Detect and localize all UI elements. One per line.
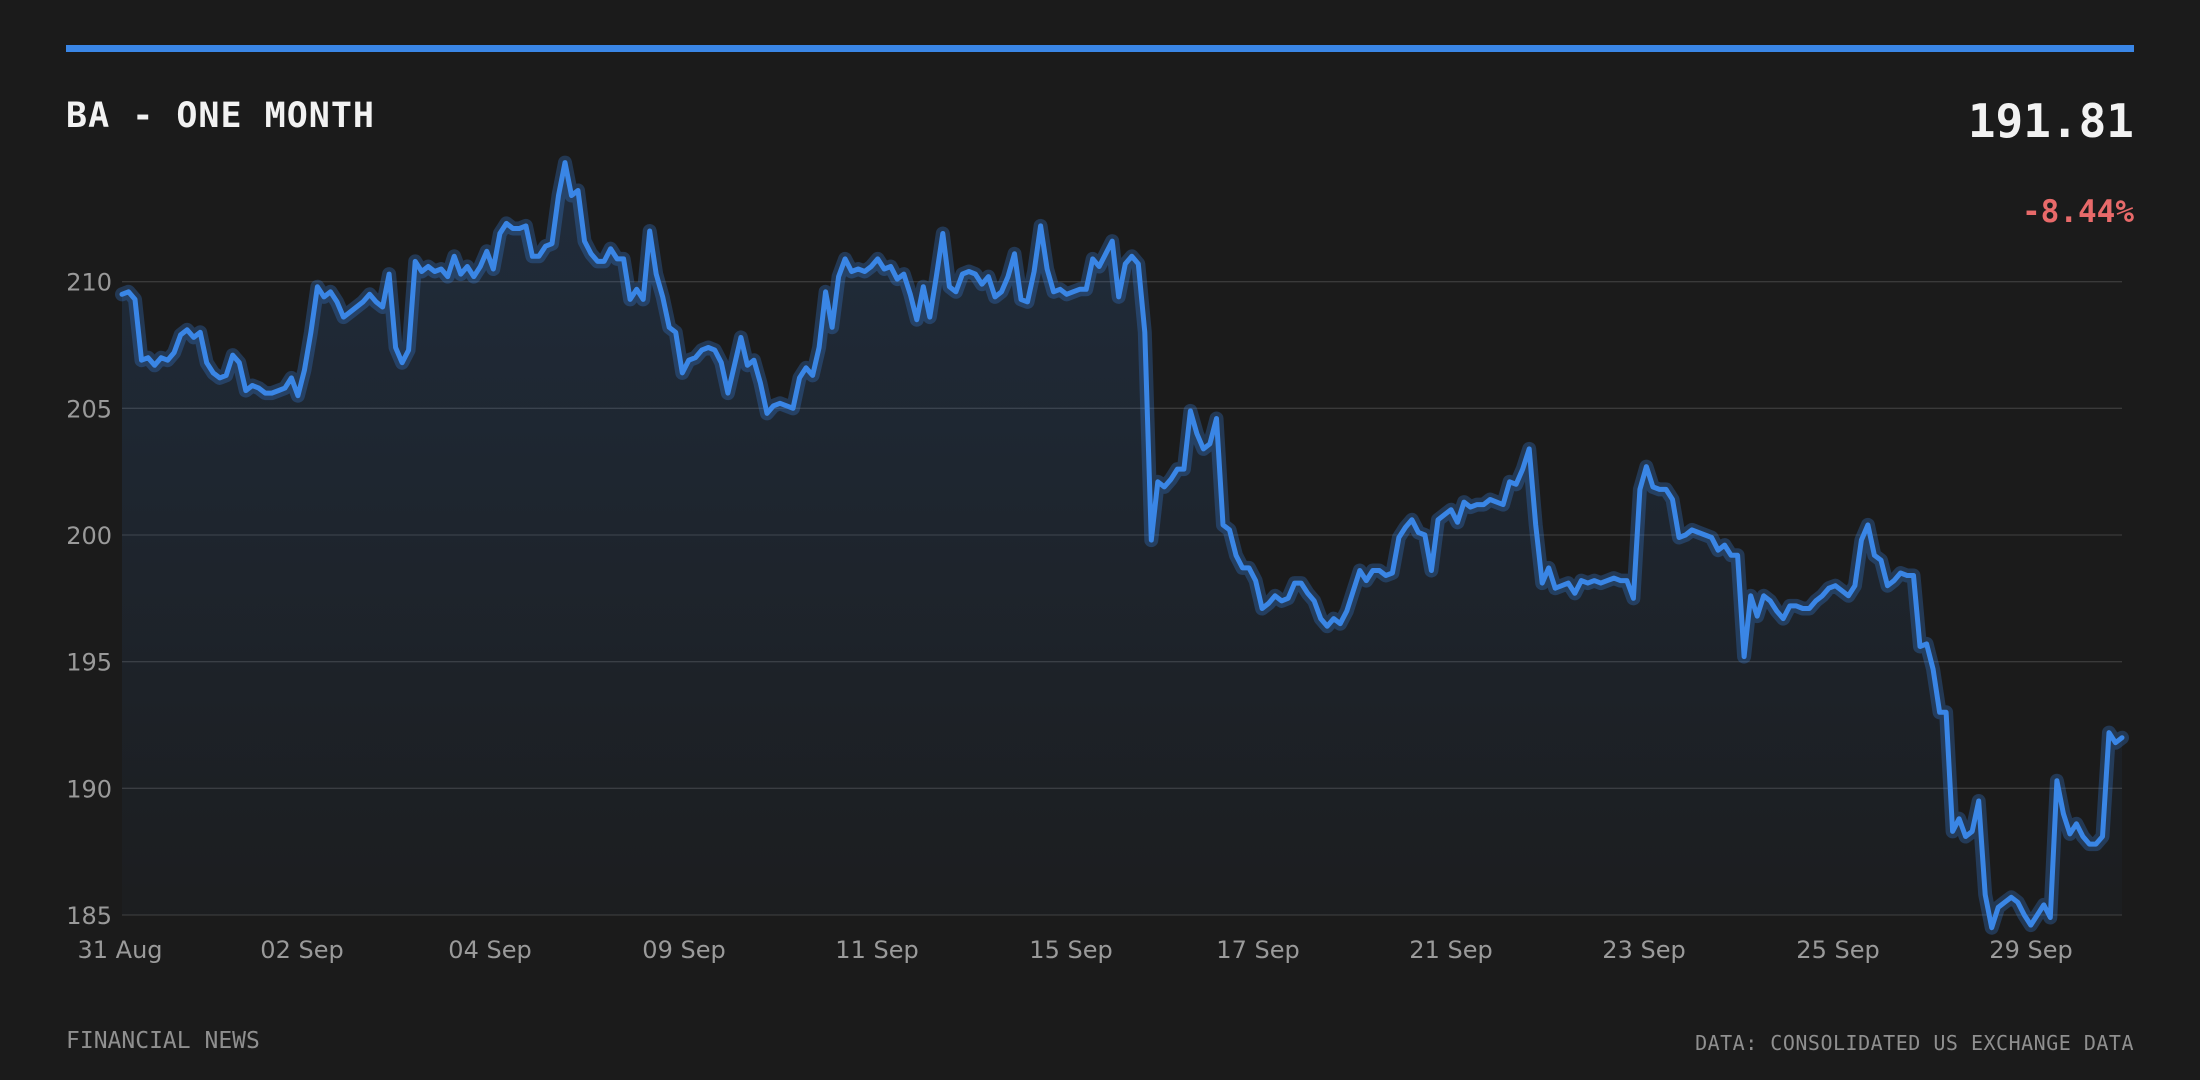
x-tick-label: 09 Sep <box>642 936 725 964</box>
x-tick-label: 15 Sep <box>1029 936 1112 964</box>
top-accent-rule <box>66 45 2134 52</box>
x-tick-label: 17 Sep <box>1216 936 1299 964</box>
chart-title: BA - ONE MONTH <box>66 96 376 136</box>
current-price: 191.81 <box>1967 94 2134 148</box>
price-change-badge: -8.44% <box>2022 194 2134 230</box>
y-axis-ticks: 185 190 195 200 205 210 <box>66 269 112 930</box>
x-axis-ticks: 31 Aug 02 Sep 04 Sep 09 Sep 11 Sep 15 Sep 17 S… <box>77 936 2072 964</box>
y-tick-label: 190 <box>66 775 112 803</box>
x-tick-label: 31 Aug <box>77 936 162 964</box>
x-tick-label: 29 Sep <box>1989 936 2072 964</box>
x-tick-label: 21 Sep <box>1409 936 1492 964</box>
y-tick-label: 195 <box>66 649 112 677</box>
y-tick-label: 185 <box>66 902 112 930</box>
y-tick-label: 210 <box>66 269 112 297</box>
y-tick-label: 205 <box>66 395 112 423</box>
footer-source-right: DATA: CONSOLIDATED US EXCHANGE DATA <box>1695 1031 2134 1055</box>
x-tick-label: 04 Sep <box>448 936 531 964</box>
footer-source-left: FINANCIAL NEWS <box>66 1028 260 1054</box>
x-tick-label: 25 Sep <box>1796 936 1879 964</box>
x-tick-label: 11 Sep <box>835 936 918 964</box>
x-tick-label: 23 Sep <box>1602 936 1685 964</box>
x-tick-label: 02 Sep <box>260 936 343 964</box>
price-line <box>119 160 2125 931</box>
price-area <box>122 162 2122 928</box>
y-tick-label: 200 <box>66 522 112 550</box>
